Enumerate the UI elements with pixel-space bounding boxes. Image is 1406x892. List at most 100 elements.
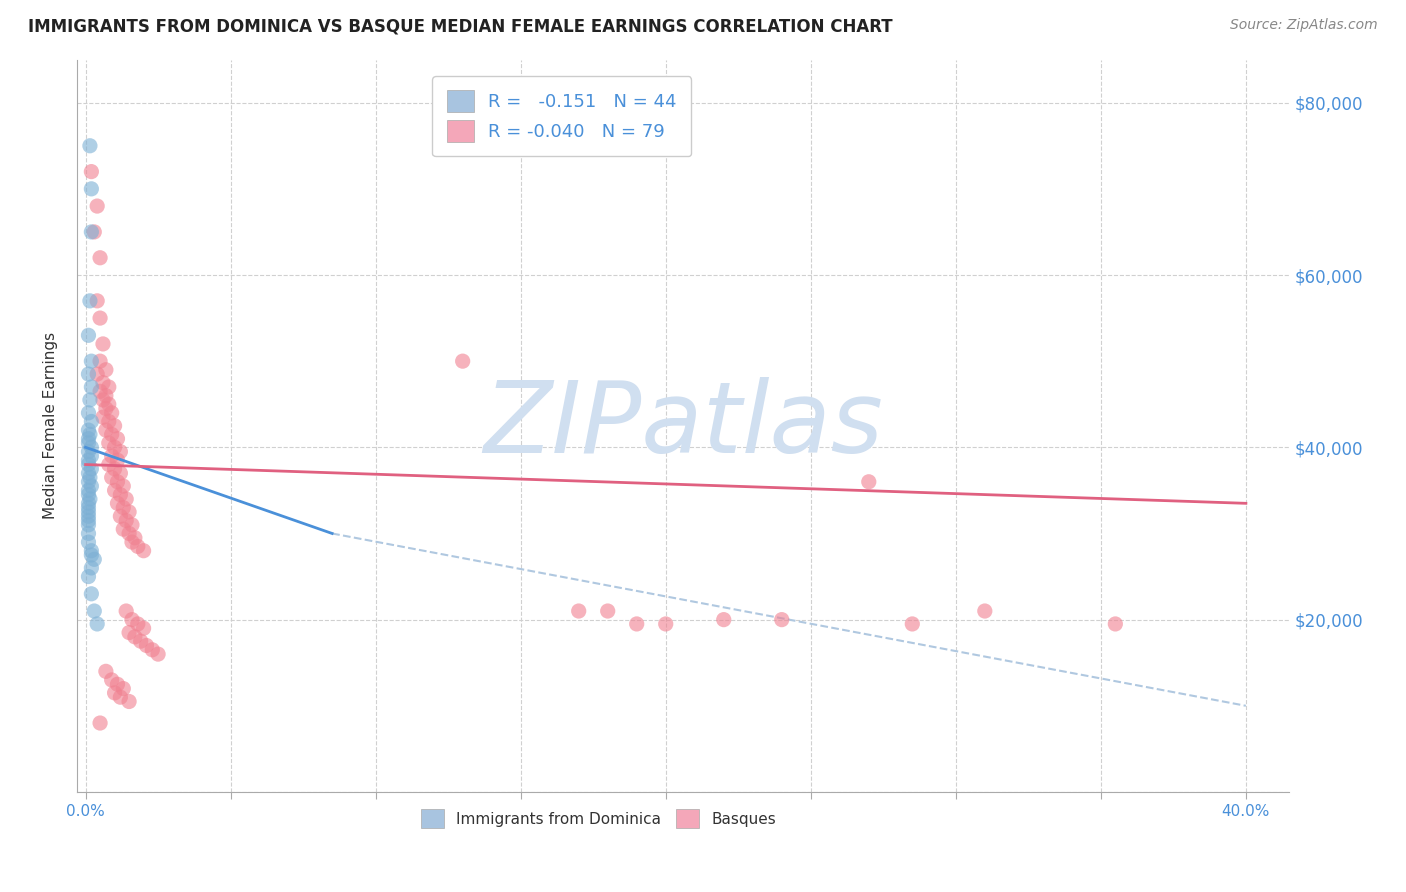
Point [91,410,114,425]
Point [94,401,117,416]
Point [79,138,101,153]
Point [110,444,132,458]
Point [77,458,100,472]
Point [127,616,149,631]
Point [568,604,591,618]
Point [107,496,129,510]
Point [1104,616,1126,631]
Point [100,427,122,442]
Point [77,453,100,467]
Point [77,535,100,549]
Point [146,647,169,661]
Point [80,543,103,558]
Point [86,293,108,308]
Text: ZIPatlas: ZIPatlas [484,377,883,475]
Point [110,488,132,502]
Point [86,367,108,381]
Point [103,483,125,498]
Point [77,500,100,515]
Point [79,491,101,506]
Point [132,543,155,558]
Point [77,496,100,510]
Point [89,311,111,326]
Point [86,616,108,631]
Point [94,363,117,377]
Point [77,328,100,343]
Point [112,479,135,493]
Point [103,418,125,433]
Point [80,225,103,239]
Point [132,621,155,635]
Point [118,526,141,541]
Point [91,376,114,390]
Point [110,690,132,705]
Point [121,613,143,627]
Point [103,440,125,454]
Point [89,251,111,265]
Point [129,634,152,648]
Point [118,694,141,708]
Point [97,380,120,394]
Point [77,444,100,458]
Point [77,514,100,528]
Point [83,552,105,566]
Point [112,500,135,515]
Point [115,491,138,506]
Legend: Immigrants from Dominica, Basques: Immigrants from Dominica, Basques [413,802,783,836]
Point [77,505,100,519]
Point [770,613,793,627]
Point [83,225,105,239]
Point [79,392,101,407]
Point [121,517,143,532]
Point [77,517,100,532]
Point [77,432,100,446]
Point [80,548,103,562]
Point [118,625,141,640]
Point [80,164,103,178]
Point [110,466,132,480]
Point [97,436,120,450]
Point [80,587,103,601]
Point [79,293,101,308]
Point [89,384,111,399]
Point [973,604,995,618]
Point [80,561,103,575]
Point [94,665,117,679]
Point [77,367,100,381]
Point [77,526,100,541]
Point [118,505,141,519]
Point [115,514,138,528]
Point [80,479,103,493]
Point [89,716,111,731]
Point [77,483,100,498]
Point [77,475,100,489]
Point [112,681,135,696]
Point [97,415,120,429]
Point [80,182,103,196]
Point [77,436,100,450]
Point [80,380,103,394]
Text: IMMIGRANTS FROM DOMINICA VS BASQUE MEDIAN FEMALE EARNINGS CORRELATION CHART: IMMIGRANTS FROM DOMINICA VS BASQUE MEDIA… [28,18,893,36]
Point [77,509,100,524]
Point [858,475,880,489]
Point [107,475,129,489]
Point [110,509,132,524]
Point [121,535,143,549]
Point [77,466,100,480]
Point [135,639,157,653]
Text: Source: ZipAtlas.com: Source: ZipAtlas.com [1230,18,1378,32]
Point [77,406,100,420]
Point [77,569,100,583]
Point [80,449,103,463]
Point [97,458,120,472]
Point [654,616,676,631]
Point [713,613,735,627]
Point [80,354,103,368]
Point [596,604,619,618]
Point [626,616,648,631]
Point [115,604,138,618]
Point [124,531,146,545]
Point [86,199,108,213]
Point [112,522,135,536]
Point [103,462,125,476]
